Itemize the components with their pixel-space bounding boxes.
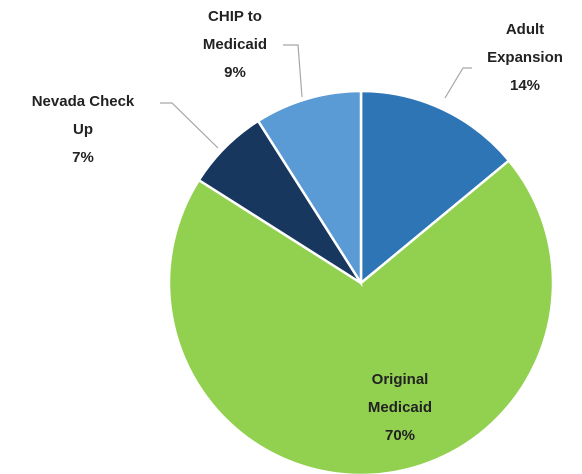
- value-label: 9%: [224, 64, 246, 81]
- pie-slice: [256, 89, 363, 288]
- pie-slice: [167, 158, 555, 474]
- category-name: Adult Expansion: [487, 21, 563, 66]
- value-label: 14%: [509, 77, 541, 94]
- category-name: CHIP to Medicaid: [202, 8, 268, 53]
- value-label: 7%: [72, 149, 94, 166]
- category-name: Original Medicaid: [367, 371, 433, 416]
- category-name: Nevada Check Up: [31, 93, 135, 138]
- pie-slice: [359, 89, 511, 286]
- slice-label: CHIP to Medicaid 9%: [193, 3, 278, 87]
- slice-label: Original Medicaid 70%: [353, 366, 448, 450]
- leader-line: [160, 102, 219, 149]
- value-label: 70%: [384, 427, 416, 444]
- leader-line: [283, 44, 303, 98]
- slice-label: Nevada Check Up 7%: [23, 88, 143, 172]
- leader-line: [444, 67, 472, 99]
- slice-label: Adult Expansion 14%: [480, 16, 570, 100]
